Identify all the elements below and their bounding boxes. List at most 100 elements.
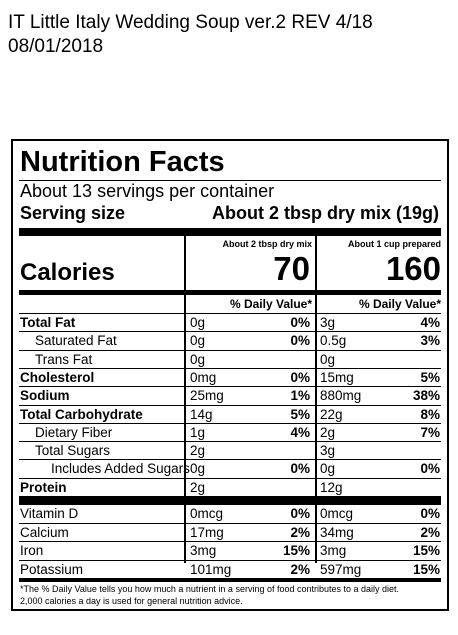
nutrient-name: Cholesterol [20, 369, 95, 385]
amount-col1: 2g [190, 443, 206, 459]
percent-col2: 5% [420, 369, 440, 385]
amount-col2: 3g [320, 315, 336, 330]
percent-col2: 38% [412, 388, 440, 404]
nutrient-name: Iron [20, 543, 44, 558]
amount-col2: 0g [320, 351, 336, 367]
row-divider [19, 541, 441, 542]
row-divider [19, 313, 441, 314]
amount-col2: 0g [320, 461, 336, 477]
row-divider [19, 349, 441, 351]
amount-col1: 0g [190, 315, 206, 330]
thick-divider-top [19, 228, 441, 236]
nutrient-name: Total Fat [20, 315, 76, 330]
percent-col2: 7% [420, 424, 440, 440]
row-divider [19, 367, 441, 369]
amount-col1: 0mcg [190, 506, 224, 521]
percent-col1: 0% [290, 333, 310, 349]
nutrient-row: Cholesterol 0mg 0% 15mg 5% [13, 367, 447, 387]
nutrient-name: Includes Added Sugars [51, 461, 190, 477]
percent-col1: 1% [290, 388, 310, 404]
percent-col2: 4% [420, 315, 440, 330]
nutrient-row: Trans Fat 0g 0g [13, 349, 447, 369]
column-divider-1 [184, 236, 186, 563]
percent-col1: 4% [290, 424, 310, 440]
percent-col2: 8% [420, 406, 440, 422]
serving-size-label: Serving size [20, 203, 126, 223]
servings-per-container: About 13 servings per container [20, 181, 275, 201]
revision-date: 08/01/2018 [8, 36, 104, 57]
amount-col2: 22g [320, 406, 343, 422]
nutrient-name: Vitamin D [20, 506, 79, 521]
amount-col2: 0.5g [320, 333, 347, 349]
row-divider [19, 386, 441, 388]
amount-col1: 0g [190, 351, 206, 367]
amount-col2: 880mg [320, 388, 362, 404]
nutrient-row: Includes Added Sugars 0g 0% 0g 0% [13, 459, 447, 478]
footnote-line1: *The % Daily Value tells you how much a … [20, 584, 400, 594]
percent-col1: 2% [290, 524, 310, 540]
nutrient-row: Total Fat 0g 0% 3g 4% [13, 313, 447, 332]
title-divider [19, 180, 441, 181]
percent-col1: 2% [290, 561, 310, 577]
amount-col1: 25mg [190, 388, 224, 404]
amount-col2: 597mg [320, 561, 362, 577]
nutrient-name: Total Carbohydrate [20, 406, 143, 422]
percent-col2: 3% [420, 333, 440, 349]
nutrient-row: Saturated Fat 0g 0% 0.5g 3% [13, 331, 447, 350]
amount-col2: 15mg [320, 369, 354, 385]
percent-col1: 0% [290, 506, 310, 521]
nutrition-facts-label: Nutrition Facts About 13 servings per co… [11, 139, 449, 611]
row-divider [19, 422, 441, 424]
product-title: IT Little Italy Wedding Soup ver.2 REV 4… [8, 12, 373, 33]
calories-label: Calories [20, 259, 115, 286]
amount-col2: 3g [320, 443, 336, 459]
nutrient-name: Potassium [20, 561, 84, 577]
vitamin-row: Vitamin D 0mcg 0% 0mcg 0% [13, 504, 447, 523]
row-divider [19, 559, 441, 561]
thick-divider-vitamins [19, 496, 441, 504]
amount-col1: 0mg [190, 369, 217, 385]
nutrient-name: Calcium [20, 524, 69, 540]
nutrient-name: Saturated Fat [35, 333, 117, 349]
calories-col1: 70 [273, 250, 310, 287]
amount-col1: 0g [190, 333, 206, 349]
row-divider [19, 404, 441, 406]
dv-header-col1: % Daily Value* [229, 297, 312, 311]
nutrient-name: Sodium [20, 388, 70, 404]
percent-col1: 0% [290, 461, 310, 477]
row-divider [19, 522, 441, 524]
percent-col1: 0% [290, 369, 310, 385]
amount-col1: 14g [190, 406, 213, 422]
nutrient-name: Protein [20, 479, 67, 495]
amount-col2: 12g [320, 479, 343, 495]
percent-col2: 15% [412, 543, 440, 558]
percent-col2: 2% [420, 524, 440, 540]
amount-col1: 0g [190, 461, 206, 477]
row-divider [19, 504, 441, 505]
amount-col1: 3mg [190, 543, 217, 558]
nutrient-row: Total Sugars 2g 3g [13, 441, 447, 460]
footnote-divider [19, 578, 441, 582]
vitamin-row: Iron 3mg 15% 3mg 15% [13, 541, 447, 560]
percent-col1: 5% [290, 406, 310, 422]
col1-serving-header: About 2 tbsp dry mix [222, 239, 312, 249]
serving-size-value: About 2 tbsp dry mix (19g) [211, 203, 439, 223]
amount-col1: 101mg [190, 561, 232, 577]
row-divider [19, 477, 441, 479]
amount-col1: 17mg [190, 524, 224, 540]
calories-divider [19, 290, 441, 295]
nutrient-row: Protein 2g 12g [13, 477, 447, 497]
col2-serving-header: About 1 cup prepared [347, 239, 441, 249]
nutrient-name: Total Sugars [35, 443, 111, 459]
percent-col2: 0% [420, 506, 440, 521]
amount-col2: 2g [320, 424, 336, 440]
amount-col1: 1g [190, 424, 206, 440]
row-divider [19, 441, 441, 443]
label-title: Nutrition Facts [20, 146, 225, 178]
vitamin-row: Potassium 101mg 2% 597mg 15% [13, 559, 447, 579]
amount-col2: 3mg [320, 543, 347, 558]
footnote-line2: 2,000 calories a day is used for general… [20, 596, 243, 606]
column-divider-2 [315, 236, 317, 563]
percent-col1: 0% [290, 315, 310, 330]
nutrient-name: Trans Fat [35, 351, 93, 367]
